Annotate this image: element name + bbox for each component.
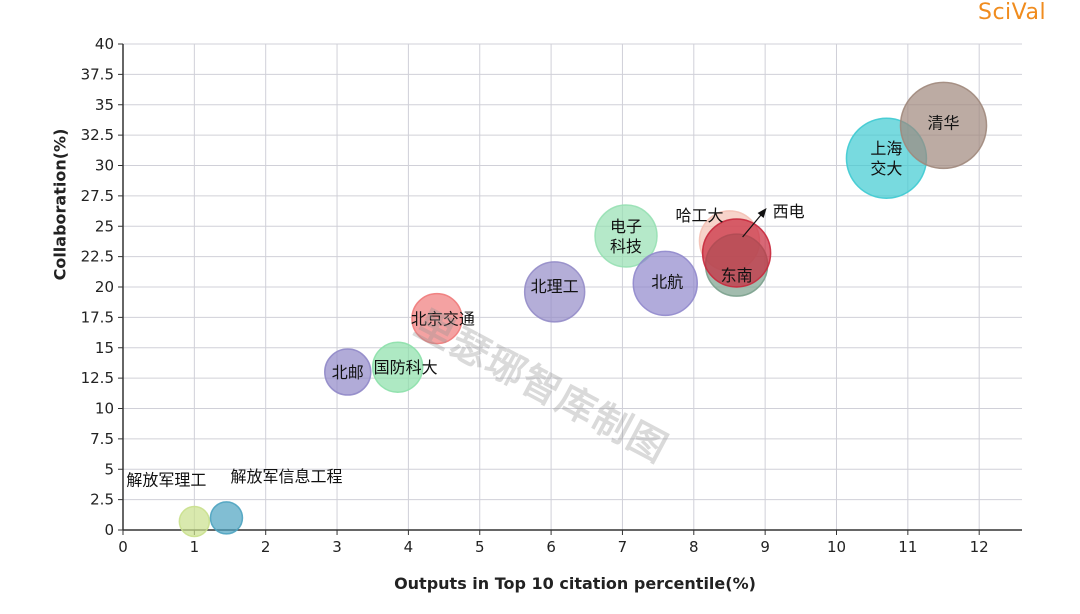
bubble-label: 交大: [870, 159, 902, 178]
annotation-arrow-line: [742, 212, 764, 238]
y-tick-label: 35: [95, 96, 114, 114]
bubble: [209, 501, 244, 535]
x-tick-label: 5: [475, 538, 485, 556]
bubble-label: 西电: [773, 202, 805, 221]
bubble: [178, 505, 211, 538]
y-tick-label: 17.5: [81, 308, 114, 326]
bubble-label: 北航: [651, 272, 683, 291]
bubble-label: 清华: [928, 113, 960, 132]
y-tick-label: 20: [95, 278, 114, 296]
y-tick-label: 40: [95, 35, 114, 53]
x-axis-label: Outputs in Top 10 citation percentile(%): [394, 574, 756, 593]
y-tick-label: 10: [95, 400, 114, 418]
x-tick-label: 6: [546, 538, 556, 556]
bubble-label: 解放军理工: [126, 470, 206, 489]
x-tick-label: 11: [898, 538, 917, 556]
y-tick-label: 27.5: [81, 187, 114, 205]
bubble-label: 北邮: [332, 363, 364, 382]
bubble: [632, 250, 699, 317]
bubble-label: 科技: [610, 237, 642, 256]
x-tick-label: 4: [404, 538, 414, 556]
bubble: [411, 292, 463, 345]
y-tick-label: 30: [95, 157, 114, 175]
y-tick-label: 7.5: [90, 430, 114, 448]
y-tick-label: 32.5: [81, 126, 114, 144]
bubble-label: 哈工大: [675, 206, 723, 225]
bubble-label: 上海: [870, 139, 902, 158]
y-tick-label: 2.5: [90, 491, 114, 509]
bubble: [371, 341, 424, 393]
bubble: [324, 348, 372, 396]
x-tick-label: 12: [970, 538, 989, 556]
bubble: [523, 261, 586, 323]
annotation-arrow-head: [757, 207, 767, 218]
bubble-label: 电子: [610, 217, 642, 236]
bubble: [701, 218, 772, 288]
bubble-label: 东南: [721, 266, 753, 285]
x-tick-label: 2: [261, 538, 271, 556]
bubble-label: 国防科大: [374, 358, 438, 377]
bubble: [594, 204, 658, 268]
x-tick-label: 7: [618, 538, 628, 556]
bubble: [899, 81, 988, 170]
y-axis-label: Collaboration(%): [50, 128, 70, 281]
y-tick-label: 25: [95, 217, 114, 235]
x-tick-label: 9: [760, 538, 770, 556]
y-tick-label: 37.5: [81, 65, 114, 83]
y-tick-label: 22.5: [81, 248, 114, 266]
y-tick-label: 15: [95, 339, 114, 357]
x-tick-label: 8: [689, 538, 699, 556]
y-tick-label: 12.5: [81, 369, 114, 387]
bubble-label: 北京交通: [411, 310, 475, 329]
x-tick-label: 0: [118, 538, 128, 556]
x-tick-label: 1: [190, 538, 200, 556]
x-tick-label: 10: [827, 538, 846, 556]
y-tick-label: 0: [104, 521, 114, 539]
bubble-label: 北理工: [531, 277, 579, 296]
scival-logo: SciVal: [978, 0, 1047, 25]
x-tick-label: 3: [332, 538, 342, 556]
y-tick-label: 5: [104, 460, 114, 478]
bubble-label: 解放军信息工程: [230, 467, 342, 486]
